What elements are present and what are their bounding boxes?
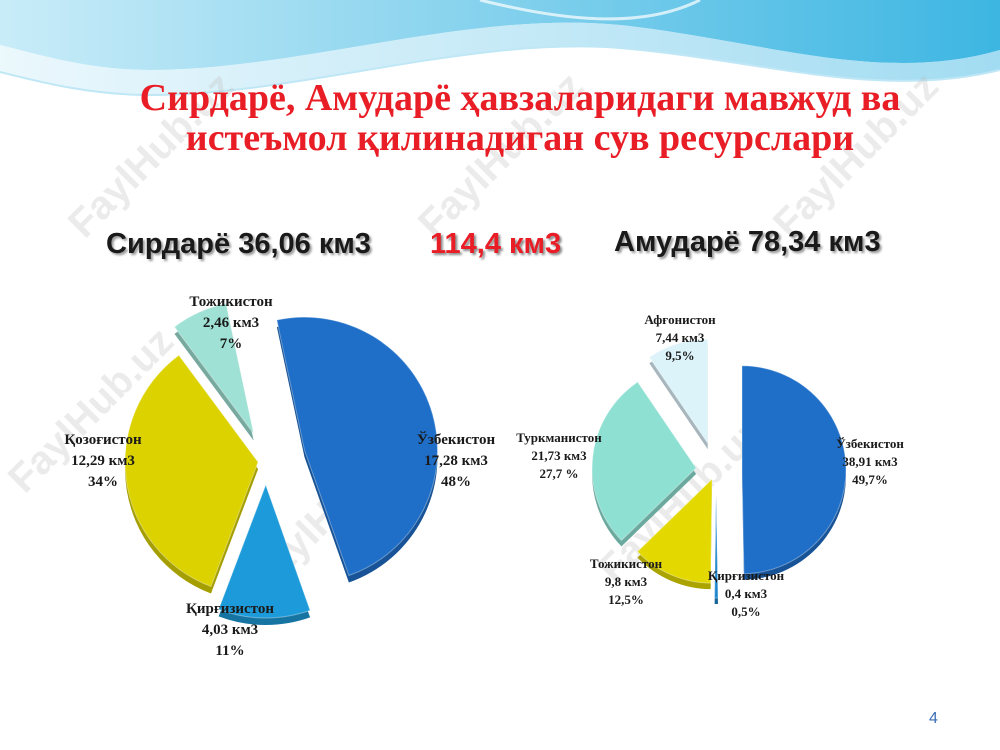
slice-percent: 48% — [441, 474, 471, 490]
slice-name: Туркманистон — [516, 430, 602, 445]
amu-slice-4 — [648, 338, 709, 445]
slice-value: 7,44 км3 — [655, 330, 705, 345]
slice-value: 21,73 км3 — [531, 448, 587, 463]
amudarya-subtitle: Амударё 78,34 км3 — [614, 226, 881, 258]
amu-slice-3 — [591, 381, 697, 542]
slice-name: Тожикистон — [189, 294, 273, 310]
slice-name: Қозоғистон — [64, 432, 142, 448]
slide-title-line-1: Сирдарё, Амударё ҳавзаларидаги мавжуд ва — [139, 77, 901, 119]
slice-value: 4,03 км3 — [201, 622, 259, 638]
total-volume: 114,4 км3 — [430, 228, 562, 260]
slice-percent: 27,7 % — [539, 466, 579, 481]
syr-label-kazakhstan: Қозоғистон 12,29 км3 34% — [44, 430, 162, 493]
slice-name: Қирғизистон — [707, 568, 785, 583]
amu-label-turkmenistan: Туркманистон 21,73 км3 27,7 % — [505, 429, 613, 483]
slice-value: 0,4 км3 — [724, 586, 768, 601]
slice-value: 38,91 км3 — [842, 454, 898, 469]
page-number: 4 — [929, 710, 938, 727]
slice-name: Ўзбекистон — [416, 432, 496, 448]
slice-name: Қирғизистон — [186, 601, 274, 617]
syr-label-uzbekistan: Ўзбекистон 17,28 км3 48% — [400, 430, 512, 493]
slice-name: Ўзбекистон — [836, 436, 904, 451]
slice-value: 12,29 км3 — [71, 453, 135, 469]
amu-slice-1 — [714, 493, 719, 599]
slice-percent: 9,5% — [665, 348, 695, 363]
syr-slice-3 — [173, 302, 255, 434]
slice-value: 9,8 км3 — [604, 574, 648, 589]
slice-percent: 49,7% — [852, 472, 888, 487]
slice-percent: 11% — [215, 643, 245, 659]
amu-label-uzbekistan: Ўзбекистон 38,91 км3 49,7% — [820, 435, 920, 489]
amu-label-kyrgyzstan: Қирғизистон 0,4 км3 0,5% — [696, 567, 796, 621]
slice-value: 2,46 км3 — [202, 315, 260, 331]
syr-slice-1 — [217, 483, 311, 619]
syrdarya-subtitle: Сирдарё 36,06 км3 — [106, 228, 371, 260]
syr-label-kyrgyzstan: Қирғизистон 4,03 км3 11% — [168, 599, 292, 662]
slice-percent: 12,5% — [608, 592, 644, 607]
slice-name: Афғонистон — [644, 312, 716, 327]
slice-percent: 34% — [88, 474, 118, 490]
amu-label-afghanistan: Афғонистон 7,44 км3 9,5% — [630, 311, 730, 365]
amu-slice-0 — [741, 365, 847, 575]
syr-slice-0 — [276, 316, 438, 577]
slice-name: Тожикистон — [589, 556, 663, 571]
amu-label-tajikistan: Тожикистон 9,8 км3 12,5% — [578, 555, 674, 609]
slice-percent: 0,5% — [731, 604, 761, 619]
slice-percent: 7% — [219, 336, 243, 352]
slide-title-line-2: истеъмол қилинадиган сув ресурслари — [185, 117, 855, 159]
slice-value: 17,28 км3 — [424, 453, 488, 469]
slide-title: Сирдарё, Амударё ҳавзаларидаги мавжуд ва… — [60, 78, 980, 158]
amu-slice-2 — [636, 477, 713, 584]
syr-label-tajikistan: Тожикистон 2,46 км3 7% — [172, 292, 290, 355]
syr-slice-2 — [124, 354, 259, 588]
